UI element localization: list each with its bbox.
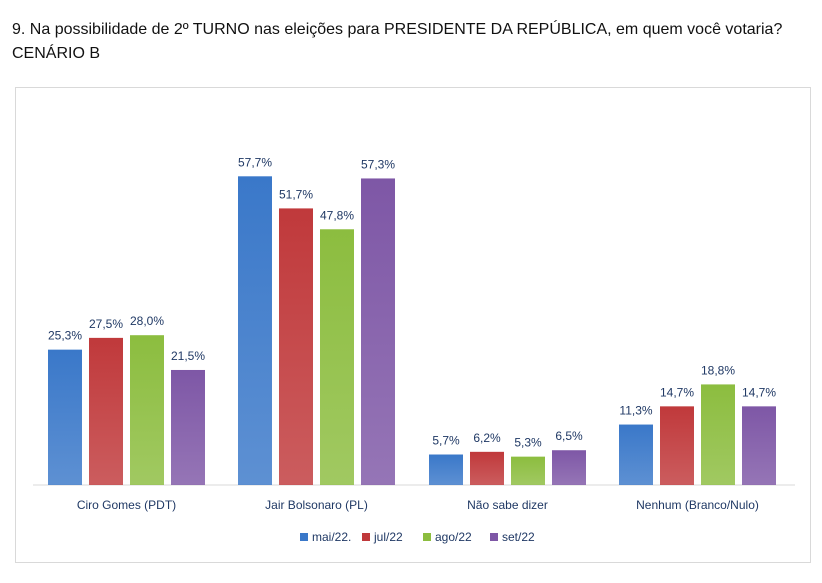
title-line-2: CENÁRIO B bbox=[12, 45, 101, 62]
legend-swatch-4 bbox=[490, 533, 498, 541]
bar-4-4 bbox=[742, 406, 776, 485]
bar-3-3 bbox=[511, 456, 545, 485]
data-label-3-2: 6,2% bbox=[473, 431, 501, 445]
chart-title: 9. Na possibilidade de 2º TURNO nas elei… bbox=[12, 18, 812, 66]
legend-swatch-3 bbox=[423, 533, 431, 541]
data-label-4-2: 14,7% bbox=[660, 385, 694, 399]
bar-3-1 bbox=[429, 454, 463, 485]
data-label-4-1: 11,3% bbox=[619, 404, 652, 418]
bar-1-2 bbox=[89, 337, 123, 485]
legend-swatch-1 bbox=[300, 533, 308, 541]
data-label-1-2: 27,5% bbox=[89, 317, 123, 331]
bar-2-2 bbox=[279, 208, 313, 485]
bar-2-1 bbox=[238, 176, 272, 485]
category-label-1: Ciro Gomes (PDT) bbox=[77, 498, 176, 512]
data-label-1-1: 25,3% bbox=[48, 329, 82, 343]
data-label-2-3: 47,8% bbox=[320, 208, 354, 222]
data-label-2-1: 57,7% bbox=[238, 155, 272, 169]
data-label-3-3: 5,3% bbox=[514, 436, 542, 450]
data-label-3-4: 6,5% bbox=[555, 429, 583, 443]
data-label-3-1: 5,7% bbox=[432, 434, 460, 448]
bar-1-4 bbox=[171, 369, 205, 485]
data-label-2-4: 57,3% bbox=[361, 157, 395, 171]
category-label-4: Nenhum (Branco/Nulo) bbox=[636, 498, 759, 512]
data-label-1-3: 28,0% bbox=[130, 314, 164, 328]
legend-label-4: set/22 bbox=[502, 530, 535, 544]
bar-2-4 bbox=[361, 178, 395, 485]
data-label-4-3: 18,8% bbox=[701, 363, 735, 377]
legend-swatch-2 bbox=[362, 533, 370, 541]
data-label-1-4: 21,5% bbox=[171, 349, 205, 363]
bar-1-1 bbox=[48, 349, 82, 485]
bar-4-3 bbox=[701, 384, 735, 485]
bar-2-3 bbox=[320, 229, 354, 485]
legend-label-1: mai/22. bbox=[312, 530, 351, 544]
legend-label-2: jul/22 bbox=[373, 530, 403, 544]
bar-3-4 bbox=[552, 450, 586, 485]
bar-1-3 bbox=[130, 335, 164, 485]
bar-3-2 bbox=[470, 451, 504, 485]
data-label-4-4: 14,7% bbox=[742, 385, 776, 399]
bar-4-1 bbox=[619, 424, 653, 485]
category-label-3: Não sabe dizer bbox=[467, 498, 548, 512]
data-label-2-2: 51,7% bbox=[279, 187, 313, 201]
category-label-2: Jair Bolsonaro (PL) bbox=[265, 498, 368, 512]
title-line-1: 9. Na possibilidade de 2º TURNO nas elei… bbox=[12, 21, 783, 38]
bar-4-2 bbox=[660, 406, 694, 485]
legend-label-3: ago/22 bbox=[435, 530, 472, 544]
